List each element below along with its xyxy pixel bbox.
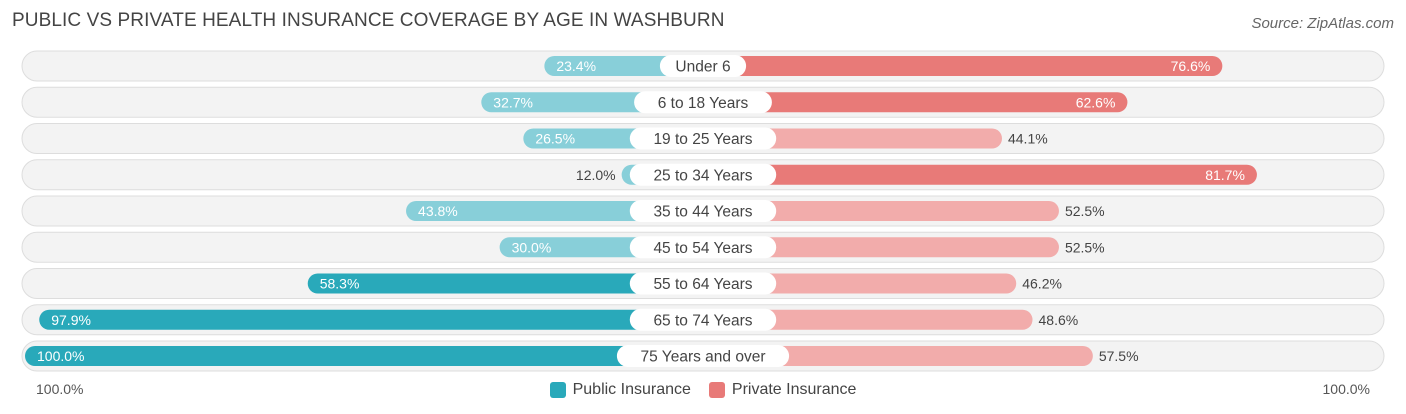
category-pill [629, 236, 777, 259]
bar-private [703, 237, 1059, 258]
value-label-private: 48.6% [1039, 312, 1079, 328]
value-label-private: 81.7% [1205, 167, 1245, 183]
value-label-private: 57.5% [1099, 348, 1139, 364]
bar-public [25, 346, 703, 366]
legend-label-public: Public Insurance [572, 381, 691, 398]
category-label: 25 to 34 Years [653, 167, 752, 184]
value-label-public: 58.3% [320, 276, 360, 292]
value-label-public: 30.0% [512, 239, 552, 255]
value-label-private: 46.2% [1022, 276, 1062, 292]
value-label-public: 43.8% [418, 203, 458, 219]
bar-private [703, 56, 1223, 76]
category-pill [616, 345, 790, 367]
value-label-public: 32.7% [493, 94, 533, 110]
axis-right-label: 100.0% [1322, 381, 1370, 397]
category-pill [659, 55, 747, 77]
value-label-public: 100.0% [37, 348, 84, 364]
legend-swatch-private [708, 382, 725, 398]
category-label: 65 to 74 Years [653, 312, 752, 329]
category-label: Under 6 [675, 59, 730, 76]
legend-label-private: Private Insurance [731, 381, 857, 398]
value-label-public: 23.4% [556, 58, 596, 74]
value-label-public: 97.9% [51, 312, 91, 328]
value-label-private: 52.5% [1065, 239, 1105, 255]
bar-public [39, 309, 704, 330]
bar-private [703, 164, 1257, 185]
legend-swatch-public [549, 382, 566, 398]
category-label: 75 Years and over [641, 349, 766, 366]
category-pill [634, 91, 772, 114]
value-label-private: 62.6% [1076, 94, 1116, 110]
legend-item-private: Private Insurance [708, 381, 857, 399]
bar-private [703, 309, 1033, 330]
value-label-private: 76.6% [1171, 58, 1211, 74]
bar-private [703, 201, 1059, 221]
category-pill [629, 163, 777, 186]
value-label-public: 12.0% [576, 167, 616, 183]
category-label: 45 to 54 Years [653, 240, 752, 257]
bar-public [406, 201, 703, 221]
category-pill [629, 308, 777, 331]
category-pill [629, 272, 777, 295]
source-label: Source: ZipAtlas.com [1251, 15, 1394, 32]
value-label-private: 52.5% [1065, 203, 1105, 219]
bar-private [703, 92, 1128, 113]
value-label-public: 26.5% [535, 131, 575, 147]
axis-left-label: 100.0% [36, 381, 84, 397]
chart-title: PUBLIC VS PRIVATE HEALTH INSURANCE COVER… [12, 10, 725, 31]
category-label: 55 to 64 Years [653, 276, 752, 293]
bar-public [307, 273, 703, 294]
category-pill [629, 127, 777, 150]
legend-item-public: Public Insurance [549, 381, 691, 399]
chart-canvas: 23.4% 76.6% Under 6 32.7% 62.6% 6 to 18 Years… [21, 50, 1385, 372]
bar-private [703, 273, 1017, 294]
category-label: 6 to 18 Years [658, 95, 749, 112]
category-label: 35 to 44 Years [653, 204, 752, 221]
value-label-private: 44.1% [1008, 131, 1048, 147]
legend: Public Insurance Private Insurance [0, 378, 1406, 402]
bar-private [703, 346, 1093, 366]
category-pill [629, 200, 777, 222]
bar-private [703, 128, 1002, 149]
category-label: 19 to 25 Years [653, 131, 752, 148]
